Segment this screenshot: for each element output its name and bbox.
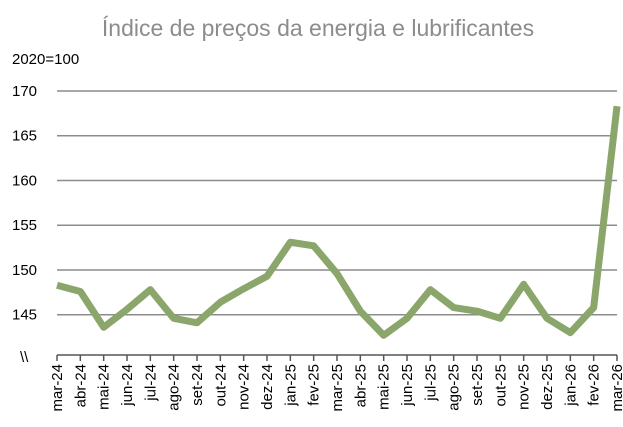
x-tick-label: mar-25 <box>329 364 346 412</box>
x-tick-label: fev-25 <box>306 364 323 406</box>
x-tick-label: mai-24 <box>96 364 113 410</box>
x-tick-label: jun-24 <box>119 364 136 407</box>
x-tick-label: ago-24 <box>166 364 183 411</box>
chart-title: Índice de preços da energia e lubrifican… <box>102 15 534 41</box>
x-tick-label: out-24 <box>212 364 229 407</box>
x-tick-label: out-25 <box>492 364 509 407</box>
x-tick-label: set-25 <box>469 364 486 406</box>
x-tick-label: jul-25 <box>422 364 439 402</box>
x-tick-label: jan-25 <box>282 364 299 407</box>
y-tick-label: 155 <box>12 217 37 234</box>
x-tick-label: fev-26 <box>586 364 603 406</box>
x-tick-label: dez-25 <box>539 364 556 410</box>
line-series <box>56 105 621 339</box>
y-tick-label: 170 <box>12 83 37 100</box>
x-tick-label: nov-25 <box>516 364 533 410</box>
y-tick-label: 160 <box>12 172 37 189</box>
y-tick-label: 165 <box>12 128 37 145</box>
x-tick-label: jul-24 <box>142 364 159 402</box>
x-tick-label: nov-24 <box>236 364 253 410</box>
axis-break: \\ <box>20 349 29 366</box>
x-tick-label: jun-25 <box>399 364 416 407</box>
x-tick-label: jan-26 <box>562 364 579 407</box>
y-tick-label: 150 <box>12 262 37 279</box>
x-tick-label: set-24 <box>189 364 206 406</box>
y-tick-label: 145 <box>12 307 37 324</box>
x-tick-label: abr-24 <box>72 364 89 407</box>
x-tick-label: dez-24 <box>259 364 276 410</box>
y-axis-label: 2020=100 <box>12 51 79 68</box>
x-tick-label: ago-25 <box>446 364 463 411</box>
x-tick-label: abr-25 <box>352 364 369 407</box>
x-tick-label: mai-25 <box>376 364 393 410</box>
x-tick-label: mar-24 <box>49 364 66 412</box>
x-tick-label: mar-26 <box>609 364 623 412</box>
